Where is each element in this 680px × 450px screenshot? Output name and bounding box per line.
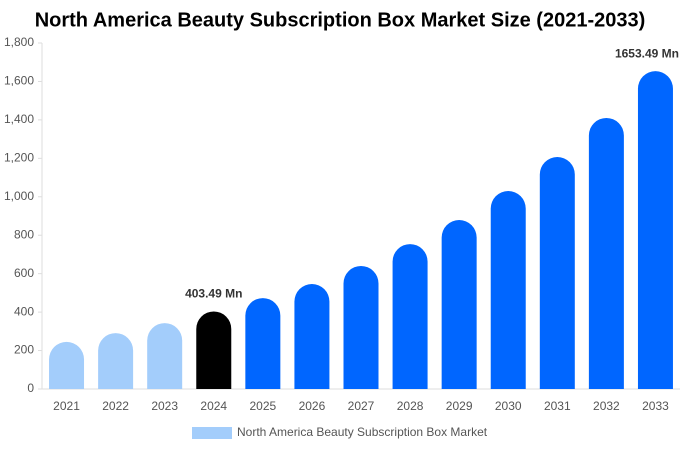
bar (294, 284, 330, 389)
x-tick-label: 2021 (53, 399, 80, 413)
x-tick-label: 2031 (544, 399, 571, 413)
bar (588, 117, 624, 389)
bar (147, 323, 183, 389)
y-tick-label: 200 (14, 343, 34, 357)
bar (490, 191, 526, 389)
bar (196, 311, 232, 389)
x-tick-label: 2023 (151, 399, 178, 413)
x-tick-label: 2024 (200, 399, 227, 413)
bar (49, 341, 85, 389)
bar (245, 298, 281, 389)
x-tick-label: 2032 (593, 399, 620, 413)
bar (539, 156, 575, 389)
bar (637, 71, 673, 389)
y-tick-label: 0 (27, 381, 34, 395)
y-tick-label: 800 (14, 227, 34, 241)
x-tick-label: 2025 (249, 399, 276, 413)
y-tick-label: 1,000 (4, 189, 34, 203)
y-tick-label: 1,400 (4, 112, 34, 126)
y-tick-label: 1,600 (4, 74, 34, 88)
x-tick-label: 2029 (446, 399, 473, 413)
data-label: 1653.49 Mn (615, 46, 679, 60)
bar (98, 333, 134, 389)
x-tick-label: 2028 (397, 399, 424, 413)
bar (392, 244, 428, 389)
data-label: 403.49 Mn (185, 287, 242, 301)
legend-label: North America Beauty Subscription Box Ma… (237, 425, 488, 439)
y-tick-label: 1,800 (4, 35, 34, 49)
y-tick-label: 600 (14, 266, 34, 280)
x-tick-label: 2033 (642, 399, 669, 413)
legend-swatch (192, 427, 232, 439)
x-tick-label: 2030 (495, 399, 522, 413)
bar (343, 265, 379, 389)
y-tick-label: 400 (14, 304, 34, 318)
y-tick-label: 1,200 (4, 151, 34, 165)
x-tick-label: 2027 (348, 399, 375, 413)
x-tick-label: 2022 (102, 399, 129, 413)
chart-title: North America Beauty Subscription Box Ma… (35, 9, 646, 31)
bar (441, 220, 477, 389)
x-tick-label: 2026 (299, 399, 326, 413)
